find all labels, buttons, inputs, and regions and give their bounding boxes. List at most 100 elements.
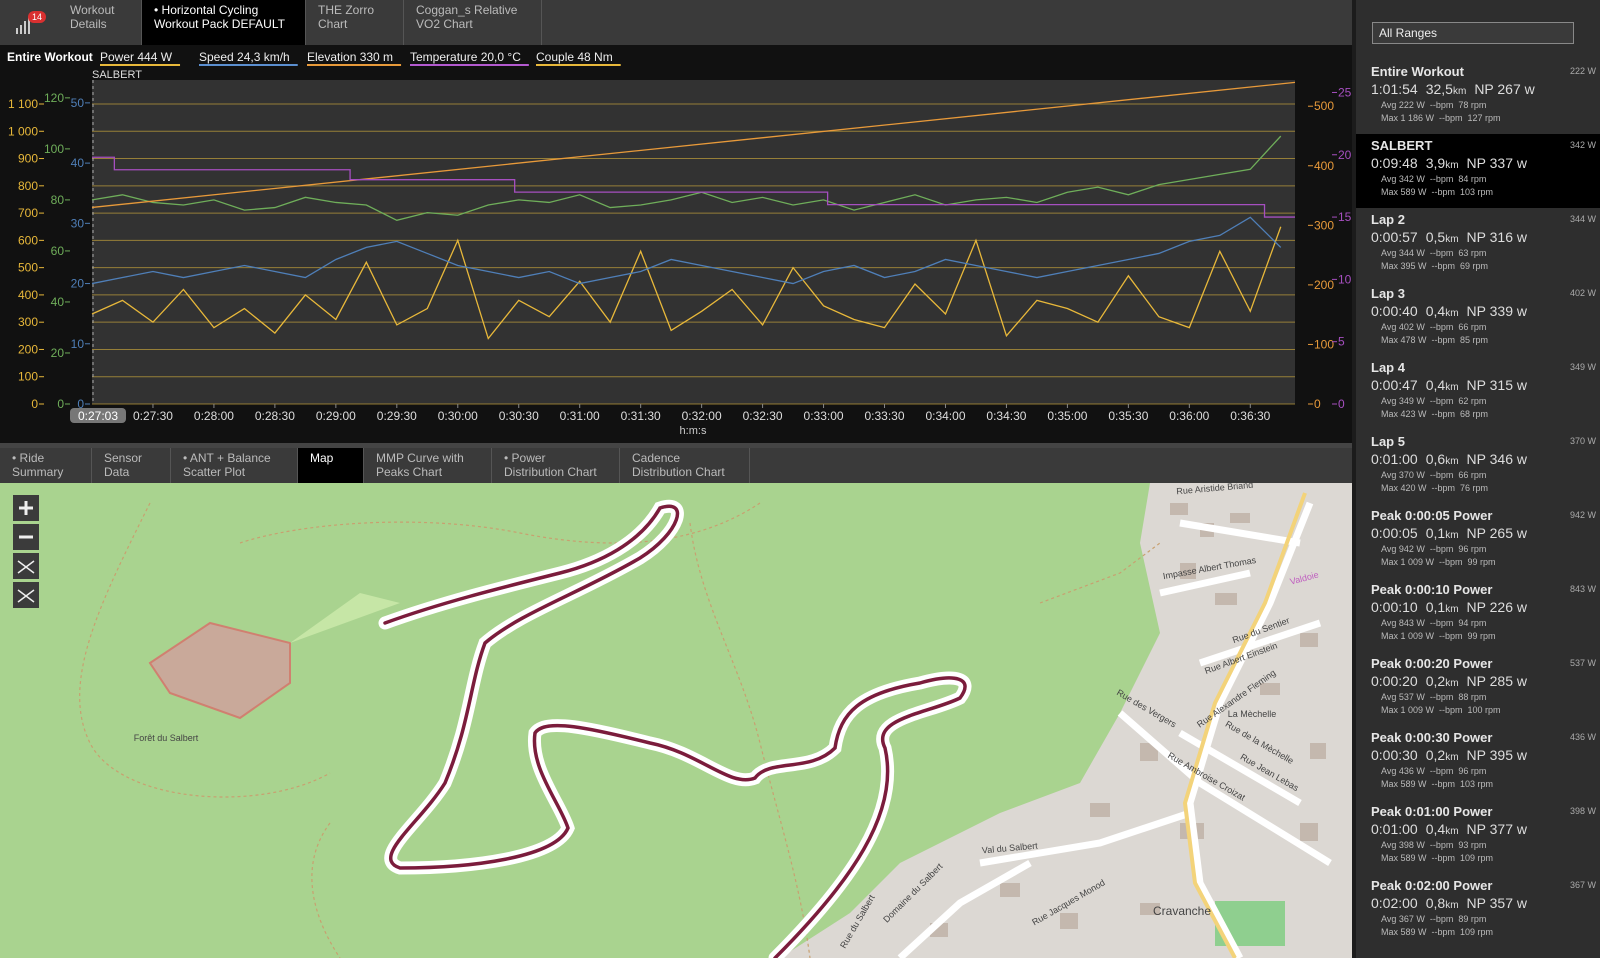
entry-avg: Avg 222 W --bpm 78 rpm [1381, 100, 1487, 110]
entry-np: NP 267 w [1474, 81, 1535, 97]
x-tick-label: 0:27:30 [133, 409, 173, 423]
range-entry[interactable]: Lap 2 344 W 0:00:57 0,5km NP 316 w Avg 344 W … [1356, 208, 1600, 282]
tab[interactable]: • ANT + Balance Scatter Plot [171, 448, 298, 483]
cursor-box [70, 408, 126, 423]
y-tick-label: 200 [1314, 278, 1334, 292]
entry-distance: 0,4 [1425, 303, 1446, 319]
tab-label: Distribution Chart [632, 465, 725, 479]
entry-avg: Avg 349 W --bpm 62 rpm [1381, 396, 1487, 406]
map-label: Cravanche [1153, 904, 1211, 918]
range-entry[interactable]: Peak 0:00:10 Power 843 W 0:00:10 0,1km NP 22… [1356, 578, 1600, 652]
range-entry[interactable]: Peak 0:00:05 Power 942 W 0:00:05 0,1km NP 26… [1356, 504, 1600, 578]
y-tick-label: 500 [1314, 99, 1334, 113]
tab[interactable]: Map [298, 448, 364, 483]
x-tick-label: 0:33:00 [804, 409, 844, 423]
entry-title: Peak 0:01:00 Power [1371, 804, 1493, 819]
range-entry[interactable]: Lap 4 349 W 0:00:47 0,4km NP 315 w Avg 349 W … [1356, 356, 1600, 430]
y-tick-label: 200 [18, 342, 38, 356]
entry-np: NP 395 w [1466, 747, 1527, 763]
x-tick-label: 0:33:30 [864, 409, 904, 423]
lap-label: SALBERT [92, 69, 142, 81]
entry-np: NP 377 w [1466, 821, 1527, 837]
tab-label: THE Zorro [318, 3, 375, 17]
entry-np: NP 226 w [1466, 599, 1527, 615]
splitter[interactable] [0, 443, 1352, 448]
tab[interactable]: • Power Distribution Chart [492, 448, 620, 483]
tab[interactable]: THE Zorro Chart [306, 0, 404, 45]
tab-label: Cadence [632, 451, 681, 465]
entry-unit: km [1445, 160, 1459, 171]
x-tick-label: 0:35:00 [1047, 409, 1087, 423]
x-tick-label: 0:32:00 [682, 409, 722, 423]
y-tick-label: 10 [1338, 272, 1352, 286]
x-tick-label: 0:29:30 [377, 409, 417, 423]
metric: Elevation 330 m [307, 50, 393, 64]
entry-unit: km [1445, 308, 1459, 319]
range-entry[interactable]: Peak 0:00:30 Power 436 W 0:00:30 0,2km NP 39… [1356, 726, 1600, 800]
range-entry[interactable]: Peak 0:01:00 Power 398 W 0:01:00 0,4km NP 37… [1356, 800, 1600, 874]
entry-max: Max 589 W --bpm 103 rpm [1381, 779, 1494, 789]
range-entry[interactable]: Peak 0:02:00 Power 367 W 0:02:00 0,8km NP 35… [1356, 874, 1600, 948]
entry-badge: 398 W [1569, 806, 1596, 816]
tab[interactable]: • Horizontal Cycling Workout Pack DEFAULT [142, 0, 306, 45]
entry-time: 0:01:00 [1371, 451, 1418, 467]
y-tick-label: 30 [71, 216, 85, 230]
tab-label: Scatter Plot [183, 465, 246, 479]
tab[interactable]: Workout Details [58, 0, 142, 45]
x-tick-label: 0:31:30 [621, 409, 661, 423]
entry-time: 0:00:05 [1371, 525, 1418, 541]
entry-distance: 0,6 [1425, 451, 1446, 467]
range-entry[interactable]: SALBERT 342 W 0:09:48 3,9km NP 337 w Avg 342 … [1356, 134, 1600, 208]
range-dropdown[interactable]: All Ranges [1372, 22, 1574, 44]
tab[interactable]: MMP Curve with Peaks Chart [364, 448, 492, 483]
range-label: Entire Workout [7, 50, 93, 64]
y-tick-label: 1 000 [8, 124, 38, 138]
y-tick-label: 300 [18, 315, 38, 329]
metric: Temperature 20,0 °C [410, 50, 521, 64]
range-entry[interactable]: Lap 5 370 W 0:01:00 0,6km NP 346 w Avg 370 W … [1356, 430, 1600, 504]
entry-title: Lap 4 [1371, 360, 1405, 375]
entry-badge: 436 W [1569, 732, 1596, 742]
range-entry[interactable]: Entire Workout 222 W 1:01:54 32,5km NP 267 w… [1356, 60, 1600, 134]
entry-max: Max 1 009 W --bpm 100 rpm [1381, 705, 1501, 715]
tab[interactable]: Cadence Distribution Chart [620, 448, 750, 483]
y-tick-label: 0 [57, 397, 64, 411]
entry-avg: Avg 942 W --bpm 96 rpm [1381, 544, 1487, 554]
tab[interactable]: • Ride Summary [0, 448, 92, 483]
tab-label: Map [310, 451, 334, 465]
entry-avg: Avg 342 W --bpm 84 rpm [1381, 174, 1487, 184]
y-tick-label: 0 [31, 397, 38, 411]
entry-stats: 0:01:00 0,6km NP 346 w [1371, 451, 1535, 467]
entry-unit: km [1452, 86, 1467, 97]
entry-unit: km [1445, 530, 1459, 541]
entry-distance: 0,4 [1425, 821, 1446, 837]
entry-stats: 0:00:30 0,2km NP 395 w [1371, 747, 1535, 763]
entry-distance: 32,5 [1425, 81, 1453, 97]
range-entry[interactable]: Lap 3 402 W 0:00:40 0,4km NP 339 w Avg 402 W … [1356, 282, 1600, 356]
x-tick-label: 0:29:00 [316, 409, 356, 423]
tab[interactable]: Sensor Data [92, 448, 171, 483]
entry-distance: 0,5 [1425, 229, 1446, 245]
range-entry[interactable]: Peak 0:00:20 Power 537 W 0:00:20 0,2km NP 28… [1356, 652, 1600, 726]
x-tick-label: 0:31:00 [560, 409, 600, 423]
x-tick-label: 0:28:30 [255, 409, 295, 423]
entry-avg: Avg 370 W --bpm 66 rpm [1381, 470, 1487, 480]
signal-icon: 14 [16, 11, 46, 34]
entry-title: Peak 0:00:20 Power [1371, 656, 1493, 671]
entry-max: Max 423 W --bpm 68 rpm [1381, 409, 1489, 419]
entry-avg: Avg 843 W --bpm 94 rpm [1381, 618, 1487, 628]
y-tick-label: 20 [1338, 148, 1352, 162]
entry-avg: Avg 398 W --bpm 93 rpm [1381, 840, 1487, 850]
y-tick-label: 120 [44, 91, 64, 105]
chart: Entire Workout Power 444 W Speed 24,3 km/h… [0, 45, 1352, 443]
zoom-controls[interactable] [13, 495, 39, 608]
entry-np: NP 337 w [1466, 155, 1527, 171]
map-label: Forêt du Salbert [134, 733, 199, 743]
range-sidebar: All Ranges Entire Workout 222 W 1:01:54 32,… [1352, 0, 1600, 958]
entry-stats: 0:02:00 0,8km NP 357 w [1371, 895, 1535, 911]
entry-badge: 537 W [1569, 658, 1596, 668]
entry-distance: 3,9 [1425, 155, 1446, 171]
x-tick-label: 0:34:30 [986, 409, 1026, 423]
tab[interactable]: Coggan_s Relative VO2 Chart [404, 0, 542, 45]
